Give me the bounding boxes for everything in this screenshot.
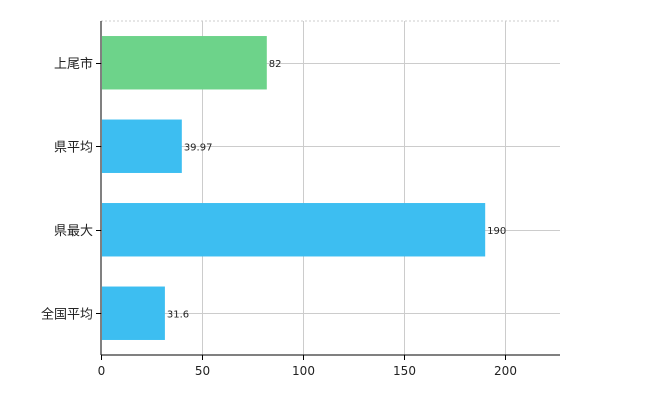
y-category-label: 全国平均: [41, 306, 93, 322]
x-tick-label: 50: [195, 364, 210, 378]
bar-value-label: 82: [269, 59, 282, 70]
bar-value-label: 190: [487, 226, 506, 237]
bar: [102, 119, 182, 173]
y-category-label: 上尾市: [54, 56, 93, 72]
x-tick-label: 200: [494, 364, 517, 378]
y-category-label: 県平均: [54, 140, 93, 155]
labels-layer: 0 50 100 150 200 上尾市 82 県平均 39.97 県最大 190 全国平均 31.6: [41, 56, 517, 378]
bar-value-label: 39.97: [184, 142, 213, 153]
y-category-label: 県最大: [54, 224, 93, 239]
axes-layer: [100, 21, 560, 356]
bar: [102, 286, 165, 340]
grid-layer: [101, 20, 560, 355]
ticks-layer: [96, 63, 506, 360]
x-tick-label: 150: [393, 364, 416, 378]
bar: [102, 203, 486, 257]
x-tick-label: 0: [98, 364, 106, 378]
bar-value-label: 31.6: [167, 309, 189, 320]
x-tick-label: 100: [292, 364, 315, 378]
bar: [102, 36, 267, 90]
bars-layer: [102, 36, 486, 340]
